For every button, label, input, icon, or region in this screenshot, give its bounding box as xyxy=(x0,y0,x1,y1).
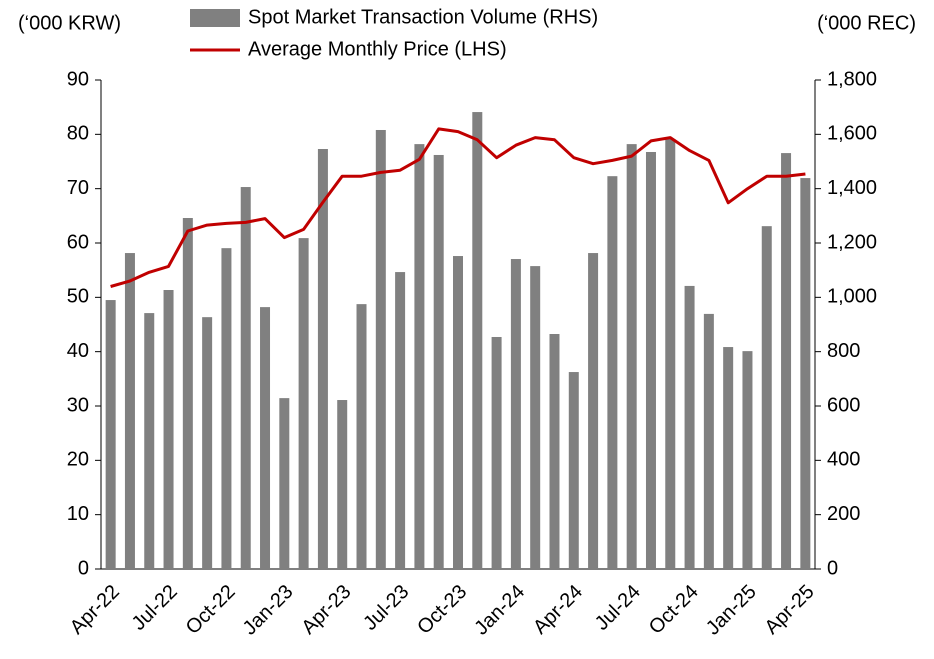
y2-tick-label: 1,200 xyxy=(827,231,877,253)
bar xyxy=(472,112,483,569)
y2-tick-label: 800 xyxy=(827,340,860,362)
y2-tick-label: 1,400 xyxy=(827,177,877,199)
bar xyxy=(703,313,714,569)
bar xyxy=(665,138,676,569)
y-tick-label: 40 xyxy=(67,340,89,362)
bar xyxy=(645,151,656,569)
bar xyxy=(144,313,155,569)
y2-tick-label: 1,000 xyxy=(827,286,877,308)
y-tick-label: 70 xyxy=(67,177,89,199)
bar xyxy=(260,307,271,569)
line xyxy=(110,127,806,288)
y-axis-label: (‘000 KRW) xyxy=(18,12,121,34)
y2-tick-label: 200 xyxy=(827,503,860,525)
legend-label: Spot Market Transaction Volume (RHS) xyxy=(248,6,598,28)
bar xyxy=(742,351,753,569)
bar xyxy=(491,336,502,569)
y2-tick-label: 600 xyxy=(827,394,860,416)
bar xyxy=(433,154,444,570)
x-tick-label: Apr-24 xyxy=(529,581,587,639)
x-tick-label: Jul-22 xyxy=(128,581,182,635)
bar xyxy=(124,253,135,569)
bar xyxy=(510,259,521,569)
bar xyxy=(375,129,386,569)
bar xyxy=(202,317,213,569)
y-tick-label: 30 xyxy=(67,394,89,416)
bar xyxy=(800,178,811,570)
bar xyxy=(781,153,792,569)
x-tick-label: Apr-25 xyxy=(761,581,819,639)
x-tick-label: Oct-23 xyxy=(413,581,471,639)
bar xyxy=(588,253,599,569)
bar xyxy=(240,187,251,569)
y2-tick-label: 1,800 xyxy=(827,68,877,90)
bar xyxy=(530,266,541,569)
y-tick-label: 80 xyxy=(67,123,89,145)
x-tick-label: Apr-23 xyxy=(297,581,355,639)
bar xyxy=(453,256,463,569)
x-tick-label: Jan-23 xyxy=(239,581,298,640)
bar xyxy=(356,304,367,569)
bar xyxy=(761,226,772,569)
y2-tick-label: 1,600 xyxy=(827,123,877,145)
bar xyxy=(105,300,116,569)
bar xyxy=(182,218,193,570)
bar xyxy=(298,238,309,570)
legend-swatch xyxy=(190,9,240,27)
y2-tick-label: 0 xyxy=(827,557,838,579)
x-tick-label: Jan-24 xyxy=(470,581,529,640)
bar xyxy=(549,334,560,569)
y2-tick-label: 400 xyxy=(827,449,860,471)
y-tick-label: 50 xyxy=(67,286,89,308)
bar xyxy=(337,400,348,569)
bar xyxy=(414,144,425,569)
bar xyxy=(317,149,328,569)
x-tick-label: Oct-22 xyxy=(182,581,240,639)
y2-axis-label: (‘000 REC) xyxy=(817,12,916,34)
y-tick-label: 0 xyxy=(78,557,89,579)
x-tick-label: Jul-23 xyxy=(359,581,413,635)
x-tick-label: Jul-24 xyxy=(591,581,645,635)
bar xyxy=(163,289,174,569)
bar xyxy=(723,347,734,569)
x-tick-label: Apr-22 xyxy=(66,581,124,639)
legend-label: Average Monthly Price (LHS) xyxy=(248,38,507,60)
bar xyxy=(568,372,579,569)
bar xyxy=(626,144,637,569)
bar xyxy=(684,285,695,569)
x-tick-label: Jan-25 xyxy=(702,581,761,640)
y-tick-label: 10 xyxy=(67,503,89,525)
x-tick-label: Oct-24 xyxy=(645,581,703,639)
bar xyxy=(607,176,618,570)
bar xyxy=(279,398,290,569)
bar xyxy=(395,272,406,569)
y-tick-label: 20 xyxy=(67,449,89,471)
bar xyxy=(221,248,232,569)
y-tick-label: 90 xyxy=(67,68,89,90)
y-tick-label: 60 xyxy=(67,231,89,253)
